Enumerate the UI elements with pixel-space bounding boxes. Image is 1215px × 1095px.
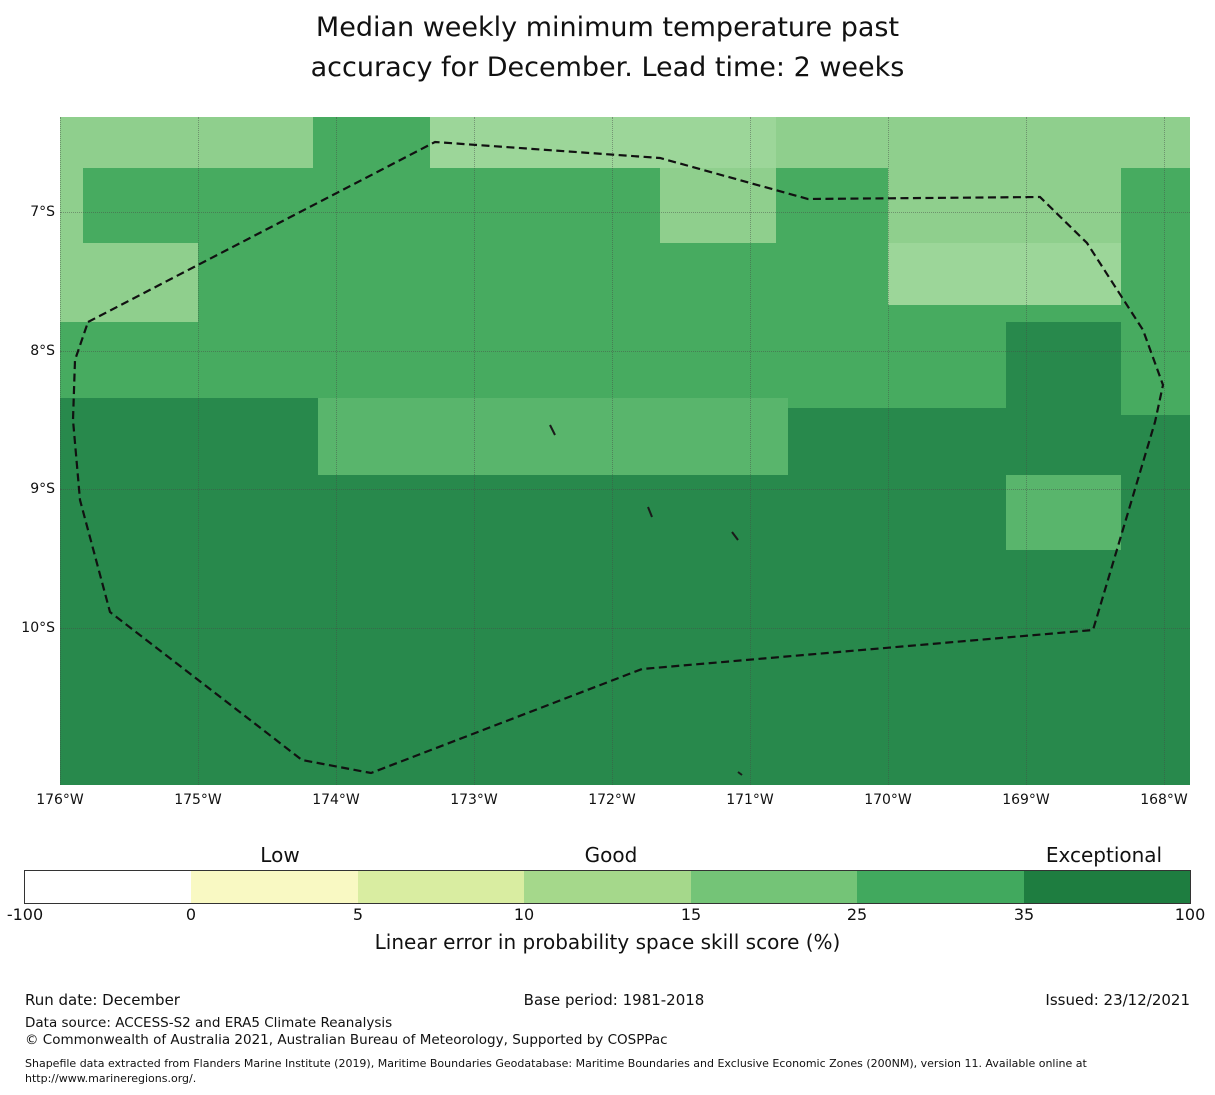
y-tick-label: 7°S: [30, 204, 55, 220]
shapefile-attribution-text: Shapefile data extracted from Flanders M…: [25, 1056, 1195, 1086]
data-source-text: Data source: ACCESS-S2 and ERA5 Climate …: [25, 1015, 393, 1031]
map-cell: [1121, 415, 1190, 475]
map-cell: [60, 475, 1190, 785]
run-date-text: Run date: December: [25, 991, 180, 1009]
y-tick-label: 8°S: [30, 343, 55, 359]
chart-title: Median weekly minimum temperature past a…: [0, 8, 1215, 88]
map-cell: [430, 117, 776, 168]
chart-title-line1: Median weekly minimum temperature past: [315, 12, 900, 43]
gridline-horizontal: [60, 351, 1190, 352]
x-tick-label: 170°W: [864, 792, 912, 808]
x-tick-label: 168°W: [1140, 792, 1188, 808]
x-tick-label: 174°W: [312, 792, 360, 808]
colorbar-tick-label: 100: [1174, 905, 1206, 924]
gridline-vertical: [336, 117, 337, 785]
colorbar-segment: [357, 871, 525, 903]
gridline-horizontal: [60, 628, 1190, 629]
base-period-text: Base period: 1981-2018: [523, 991, 705, 1009]
colorbar: [24, 870, 1191, 904]
map-cell: [660, 168, 776, 243]
colorbar-tick-label: 25: [846, 905, 868, 924]
island-mark: [737, 771, 743, 776]
colorbar-tick-label: 35: [1013, 905, 1035, 924]
colorbar-category-label: Exceptional: [1045, 843, 1163, 867]
colorbar-caption: Linear error in probability space skill …: [374, 930, 841, 954]
map-cell: [60, 398, 318, 475]
colorbar-segment: [25, 871, 192, 903]
colorbar-segment: [690, 871, 858, 903]
map-cell: [1121, 168, 1190, 415]
gridline-vertical: [888, 117, 889, 785]
gridline-horizontal: [60, 489, 1190, 490]
map-cell: [313, 117, 430, 168]
issued-date-text: Issued: 23/12/2021: [1045, 991, 1190, 1009]
chart-title-line2: accuracy for December. Lead time: 2 week…: [310, 52, 905, 83]
colorbar-segment: [857, 871, 1024, 903]
x-tick-label: 172°W: [588, 792, 636, 808]
shapefile-attribution-line1: Shapefile data extracted from Flanders M…: [25, 1057, 1087, 1070]
map-cell: [60, 168, 83, 322]
gridline-vertical: [60, 117, 61, 785]
gridline-vertical: [1026, 117, 1027, 785]
colorbar-tick-label: 10: [513, 905, 535, 924]
gridline-vertical: [612, 117, 613, 785]
shapefile-attribution-line2: http://www.marineregions.org/.: [25, 1072, 197, 1085]
x-tick-label: 175°W: [174, 792, 222, 808]
copyright-text: © Commonwealth of Australia 2021, Austra…: [25, 1032, 668, 1048]
y-tick-label: 10°S: [21, 620, 55, 636]
map-cell: [318, 398, 788, 475]
eez-boundary-line: [71, 140, 1165, 775]
x-tick-label: 169°W: [1002, 792, 1050, 808]
colorbar-segment: [1023, 871, 1190, 903]
map-plot-area: [60, 117, 1190, 785]
map-cell: [788, 408, 1006, 475]
map-cell: [888, 243, 1121, 305]
colorbar-tick-label: -100: [6, 905, 44, 924]
island-marks: [549, 424, 743, 776]
colorbar-category-label: Low: [260, 843, 300, 867]
gridline-horizontal: [60, 212, 1190, 213]
map-cell: [83, 243, 198, 322]
colorbar-segment: [191, 871, 358, 903]
island-mark: [549, 424, 556, 436]
y-tick-label: 9°S: [30, 481, 55, 497]
map-cell: [1006, 322, 1121, 475]
colorbar-category-label: Good: [584, 843, 638, 867]
x-tick-label: 171°W: [726, 792, 774, 808]
island-mark: [647, 506, 653, 518]
colorbar-tick-label: 0: [185, 905, 197, 924]
eez-boundary-overlay: [71, 140, 1165, 776]
gridline-vertical: [1164, 117, 1165, 785]
x-tick-label: 173°W: [450, 792, 498, 808]
gridline-vertical: [474, 117, 475, 785]
gridline-vertical: [750, 117, 751, 785]
gridline-vertical: [198, 117, 199, 785]
island-mark: [731, 531, 739, 541]
map-cell: [1006, 475, 1121, 550]
x-tick-label: 176°W: [36, 792, 84, 808]
colorbar-segment: [524, 871, 691, 903]
colorbar-tick-label: 15: [680, 905, 702, 924]
map-cell: [888, 168, 1121, 243]
colorbar-tick-label: 5: [352, 905, 364, 924]
